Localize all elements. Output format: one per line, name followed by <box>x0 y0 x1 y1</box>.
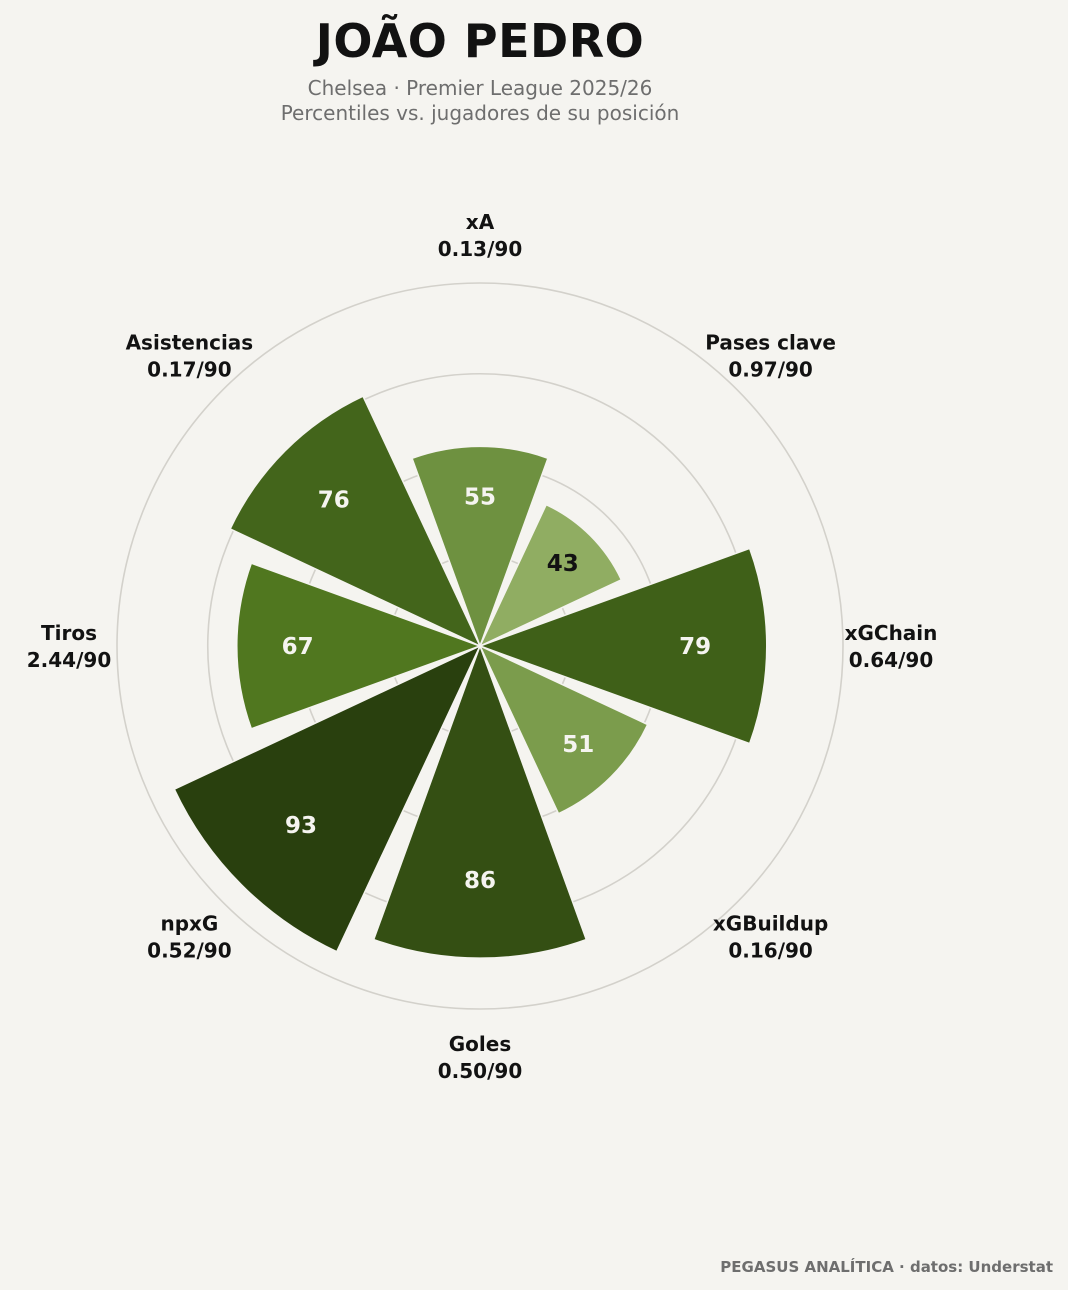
chart-title: JOÃO PEDRO <box>315 14 645 68</box>
category-label-xa: xA <box>466 210 495 234</box>
per90-label-xgchain: 0.64/90 <box>849 648 933 672</box>
category-label-tiros: Tiros <box>41 621 97 645</box>
value-label-tiros: 67 <box>282 634 314 660</box>
bar-pases-clave <box>478 503 623 648</box>
value-label-layer: 55 43 79 51 86 93 67 76 <box>282 484 712 894</box>
category-label-npxg: npxG <box>160 912 218 936</box>
per90-label-npxg: 0.52/90 <box>147 939 231 963</box>
value-label-xa: 55 <box>464 484 496 510</box>
per90-label-tiros: 2.44/90 <box>27 648 111 672</box>
per90-label-goles: 0.50/90 <box>438 1059 522 1083</box>
bar-xgchain <box>477 547 768 745</box>
bar-tiros <box>236 562 483 730</box>
bar-asistencias <box>229 395 482 648</box>
chart-subtitle-club-season: Chelsea · Premier League 2025/26 <box>307 76 653 100</box>
value-label-asistencias: 76 <box>318 488 350 514</box>
category-label-xgchain: xGChain <box>845 621 938 645</box>
bar-goles <box>372 643 588 959</box>
per90-label-xa: 0.13/90 <box>438 237 522 261</box>
bar-xgbuildup <box>478 644 649 815</box>
grid-ring-100 <box>116 282 844 1010</box>
category-label-asistencias: Asistencias <box>126 330 254 354</box>
bar-layer <box>173 395 768 959</box>
source-credit: PEGASUS ANALÍTICA · datos: Understat <box>720 1258 1053 1276</box>
value-label-pases-clave: 43 <box>547 551 579 577</box>
category-label-layer: xA 0.13/90 Pases clave 0.97/90 xGChain 0.64/9… <box>27 210 938 1083</box>
per90-label-pases-clave: 0.97/90 <box>728 357 812 381</box>
value-label-xgbuildup: 51 <box>562 732 594 758</box>
bar-xa <box>411 445 549 649</box>
value-label-npxg: 93 <box>285 813 317 839</box>
bar-npxg <box>173 644 482 953</box>
per90-label-asistencias: 0.17/90 <box>147 357 231 381</box>
value-label-xgchain: 79 <box>679 634 711 660</box>
chart-subtitle-percentile-note: Percentiles vs. jugadores de su posición <box>280 101 680 125</box>
category-label-xgbuildup: xGBuildup <box>713 912 828 936</box>
per90-label-xgbuildup: 0.16/90 <box>728 939 812 963</box>
value-label-goles: 86 <box>464 868 496 894</box>
category-label-pases-clave: Pases clave <box>705 330 836 354</box>
category-label-goles: Goles <box>449 1032 511 1056</box>
